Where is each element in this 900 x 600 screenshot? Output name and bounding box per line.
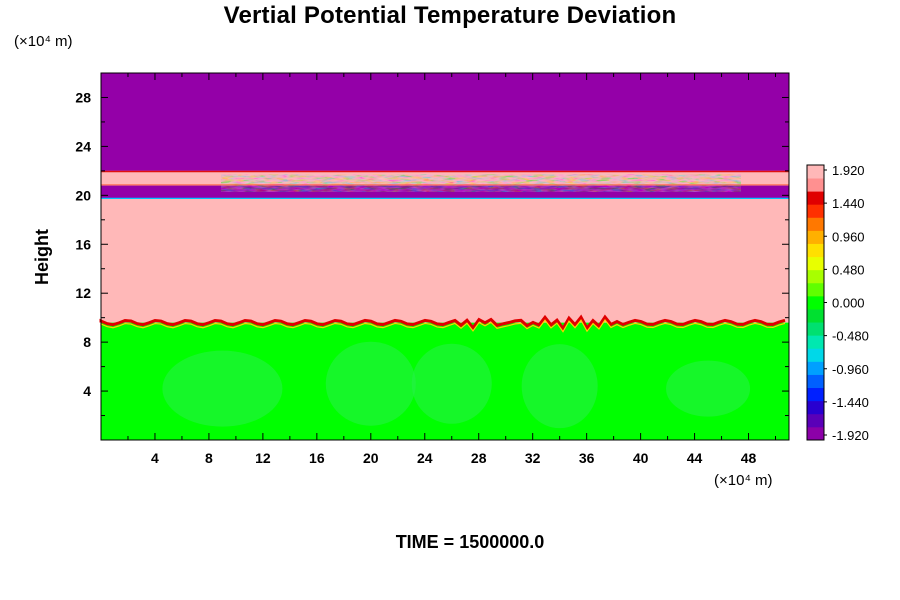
colorbar-swatch bbox=[807, 335, 824, 349]
time-label: TIME = 1500000.0 bbox=[395, 532, 545, 552]
y-tick-label: 24 bbox=[75, 138, 91, 154]
colorbar-swatch bbox=[807, 361, 824, 375]
colorbar-swatch bbox=[807, 322, 824, 336]
turbulent-band bbox=[221, 174, 741, 192]
eddy-4 bbox=[666, 360, 751, 417]
colorbar-swatch bbox=[807, 269, 824, 284]
colorbar-label: 0.000 bbox=[832, 296, 865, 311]
colorbar-swatch bbox=[807, 374, 824, 389]
y-tick-label: 4 bbox=[83, 383, 91, 399]
colorbar-swatch bbox=[807, 282, 824, 297]
colorbar-label: -0.480 bbox=[832, 329, 869, 344]
colorbar-swatch bbox=[807, 309, 824, 323]
x-tick-label: 20 bbox=[363, 450, 379, 466]
y-axis: 4 8 12 16 20 24 28 bbox=[75, 89, 789, 417]
colorbar-label: 0.960 bbox=[832, 229, 865, 244]
interface-line-yellow bbox=[100, 319, 786, 333]
colorbar bbox=[806, 164, 825, 441]
field-region-1 bbox=[101, 199, 789, 323]
colorbar-swatch bbox=[807, 204, 824, 218]
eddy-1 bbox=[325, 341, 416, 426]
colorbar-labels: 1.920 1.440 0.960 0.480 0.000 -0.480 -0.960 -1.… bbox=[824, 163, 869, 443]
x-tick-label: 40 bbox=[633, 450, 649, 466]
colorbar-swatch bbox=[807, 243, 824, 258]
colorbar-label: -1.920 bbox=[832, 428, 869, 443]
x-tick-label: 4 bbox=[151, 450, 159, 466]
x-tick-label: 36 bbox=[579, 450, 595, 466]
colorbar-swatch bbox=[807, 387, 824, 402]
chart-title: Vertial Potential Temperature Deviation bbox=[223, 2, 677, 29]
colorbar-swatch bbox=[807, 165, 824, 179]
x-tick-label: 24 bbox=[417, 450, 433, 466]
x-tick-label: 48 bbox=[741, 450, 757, 466]
field-region-4 bbox=[101, 73, 789, 171]
colorbar-swatch bbox=[807, 295, 824, 310]
colorbar-swatch bbox=[807, 191, 824, 205]
y-tick-label: 12 bbox=[75, 285, 91, 301]
y-tick-label: 28 bbox=[75, 89, 91, 105]
y-axis-label: Height bbox=[32, 229, 52, 285]
colorbar-swatch bbox=[807, 178, 824, 192]
y-tick-label: 16 bbox=[75, 236, 91, 252]
x-tick-label: 8 bbox=[205, 450, 213, 466]
colorbar-swatch bbox=[807, 348, 824, 362]
x-tick-label: 16 bbox=[309, 450, 325, 466]
eddy-3 bbox=[521, 344, 598, 429]
plot-frame bbox=[100, 72, 790, 441]
x-tick-label: 12 bbox=[255, 450, 271, 466]
x-axis: 4 8 12 16 20 24 28 32 36 40 44 48 bbox=[127, 73, 777, 466]
colorbar-swatch bbox=[807, 413, 824, 428]
y-tick-label: 20 bbox=[75, 187, 91, 203]
colorbar-label: 0.480 bbox=[832, 262, 865, 277]
field-details bbox=[99, 170, 789, 429]
x-axis-unit-label: (×10⁴ m) bbox=[714, 472, 773, 489]
colorbar-label: -1.440 bbox=[832, 395, 869, 410]
eddy-0 bbox=[162, 350, 283, 427]
colorbar-swatch bbox=[807, 400, 824, 415]
colorbar-swatch bbox=[807, 217, 824, 231]
eddy-2 bbox=[411, 343, 492, 424]
colorbar-swatch bbox=[807, 426, 824, 441]
plot-area bbox=[99, 73, 789, 440]
interface-line bbox=[99, 314, 786, 332]
x-tick-label: 28 bbox=[471, 450, 487, 466]
x-tick-label: 32 bbox=[525, 450, 541, 466]
colorbar-label: -0.960 bbox=[832, 362, 869, 377]
x-tick-label: 44 bbox=[687, 450, 703, 466]
colorbar-label: 1.440 bbox=[832, 196, 865, 211]
colorbar-swatch bbox=[807, 230, 824, 244]
colorbar-label: 1.920 bbox=[832, 163, 865, 178]
colorbar-swatch bbox=[807, 256, 824, 271]
y-tick-label: 8 bbox=[83, 334, 91, 350]
y-axis-unit-label: (×10⁴ m) bbox=[14, 33, 73, 50]
